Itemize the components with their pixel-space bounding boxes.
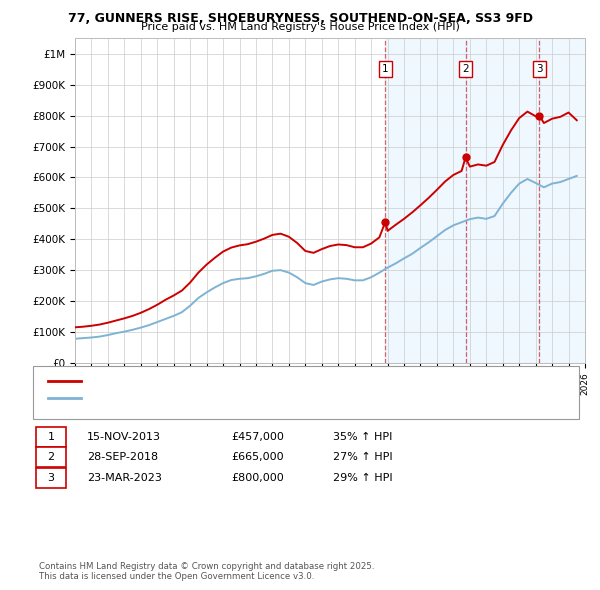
Text: 29% ↑ HPI: 29% ↑ HPI [333,473,392,483]
Text: £665,000: £665,000 [231,453,284,462]
Text: 1: 1 [382,64,389,74]
Text: 27% ↑ HPI: 27% ↑ HPI [333,453,392,462]
Text: 3: 3 [536,64,543,74]
Text: HPI: Average price, detached house, Southend-on-Sea: HPI: Average price, detached house, Sout… [87,394,352,403]
Bar [539,38,593,363]
Bar [466,38,539,363]
Text: £457,000: £457,000 [231,432,284,441]
Text: 35% ↑ HPI: 35% ↑ HPI [333,432,392,441]
Bar [385,38,466,363]
Text: £800,000: £800,000 [231,473,284,483]
Text: 2: 2 [462,64,469,74]
Text: Price paid vs. HM Land Registry's House Price Index (HPI): Price paid vs. HM Land Registry's House … [140,22,460,32]
Text: 2: 2 [47,453,55,462]
Text: 15-NOV-2013: 15-NOV-2013 [87,432,161,441]
Text: 3: 3 [47,473,55,483]
Text: 77, GUNNERS RISE, SHOEBURYNESS, SOUTHEND-ON-SEA, SS3 9FD: 77, GUNNERS RISE, SHOEBURYNESS, SOUTHEND… [67,12,533,25]
Text: 28-SEP-2018: 28-SEP-2018 [87,453,158,462]
Text: Contains HM Land Registry data © Crown copyright and database right 2025.
This d: Contains HM Land Registry data © Crown c… [39,562,374,581]
Text: 1: 1 [47,432,55,441]
Text: 23-MAR-2023: 23-MAR-2023 [87,473,162,483]
Text: 77, GUNNERS RISE, SHOEBURYNESS, SOUTHEND-ON-SEA, SS3 9FD (detached house): 77, GUNNERS RISE, SHOEBURYNESS, SOUTHEND… [87,376,503,385]
